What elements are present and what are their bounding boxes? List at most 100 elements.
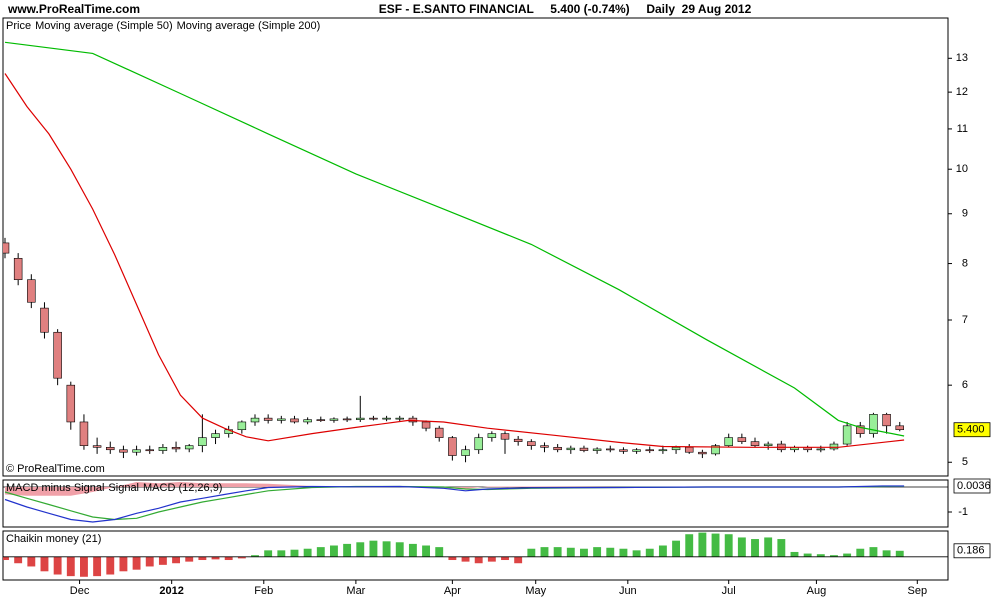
last-value-label: 0.186 [957,545,985,557]
bar [53,556,62,575]
bar [501,556,509,561]
legend-entry: Moving average (Simple 200) [177,20,321,32]
candle-body [158,446,168,451]
copyright: © ProRealTime.com [6,463,105,475]
bar [777,539,786,557]
candle-body [145,449,154,452]
bar [303,548,312,557]
bar [80,556,88,577]
bar [198,556,207,561]
y-tick-label: 9 [962,208,968,220]
y-tick-label: 13 [956,52,968,64]
bar [237,556,246,559]
candle-body [448,437,457,456]
candle-body [132,449,141,453]
candle-body [382,417,391,420]
candle-body [895,425,905,431]
bar [66,556,75,577]
candle-body [395,417,404,420]
y-tick-label: 11 [957,123,968,135]
y-tick-label: 12 [956,86,968,98]
plot-area [3,41,905,463]
bar [158,556,167,565]
bar [290,549,299,557]
bar [14,556,23,564]
candle-body [500,433,510,440]
chart-title: ESF - E.SANTO FINANCIAL 5.400 (-0.74%) D… [379,2,752,16]
bar [448,556,457,561]
candle-body [711,445,720,455]
bar [132,556,141,570]
bar [369,540,378,557]
bar [277,550,286,557]
x-tick-label: Mar [346,585,365,597]
candle-body [277,418,286,421]
candle-body [553,446,562,451]
bar [40,556,49,572]
bar [606,547,615,557]
candle-body [421,421,431,429]
y-tick-label: 8 [962,257,968,269]
bar [251,555,259,557]
bar [343,543,352,557]
site-name: www.ProRealTime.com [7,2,140,16]
candle-body [842,425,852,445]
x-tick-label: Dec [70,585,90,597]
legend-entry: Price [6,20,31,32]
candle-body [816,448,826,451]
bar [803,553,812,557]
y-tick-label: 6 [962,379,968,391]
bar [566,547,575,557]
candle-body [592,448,602,451]
candle-body [869,414,878,434]
bar [395,542,404,557]
area [5,482,905,496]
candle-body [724,437,733,446]
x-tick-label: 2012 [159,585,183,597]
bar [422,545,431,557]
line [4,73,905,448]
candle-body [250,417,260,423]
candle-body [79,421,89,446]
bar [461,556,470,562]
bar [816,554,825,557]
last-value-label: 5.400 [957,424,985,436]
candle-body [461,449,470,456]
bar [3,556,9,561]
x-tick-label: Jul [722,585,736,597]
bar [882,550,891,557]
last-value-box [953,422,991,438]
bar [106,556,115,575]
plot-area [3,532,948,577]
candle-body [237,421,247,431]
bar [672,540,681,557]
last-value-box [953,543,991,559]
candle-body [369,417,378,420]
candle-body [106,446,115,451]
x-tick-label: May [525,585,546,597]
candle-body [632,449,641,452]
bar [487,556,496,562]
bar [698,532,707,557]
legend-entry: MACD (12,26,9) [143,482,222,494]
bar [619,548,628,557]
candle-body [579,447,589,451]
legend-entry: Signal [108,482,139,494]
candle-body [184,445,194,450]
bar [764,537,773,557]
candle-body [66,384,76,423]
line [4,485,905,523]
bar [382,541,391,557]
bar [356,542,365,557]
last-value-box [953,478,991,494]
candle-body [487,433,497,438]
candle-body [606,448,615,451]
bar [711,533,720,557]
candle-body [658,449,668,452]
y-tick-label: 10 [956,163,968,175]
candle-body [92,445,102,448]
bar [869,547,878,557]
candle-body [27,279,36,303]
